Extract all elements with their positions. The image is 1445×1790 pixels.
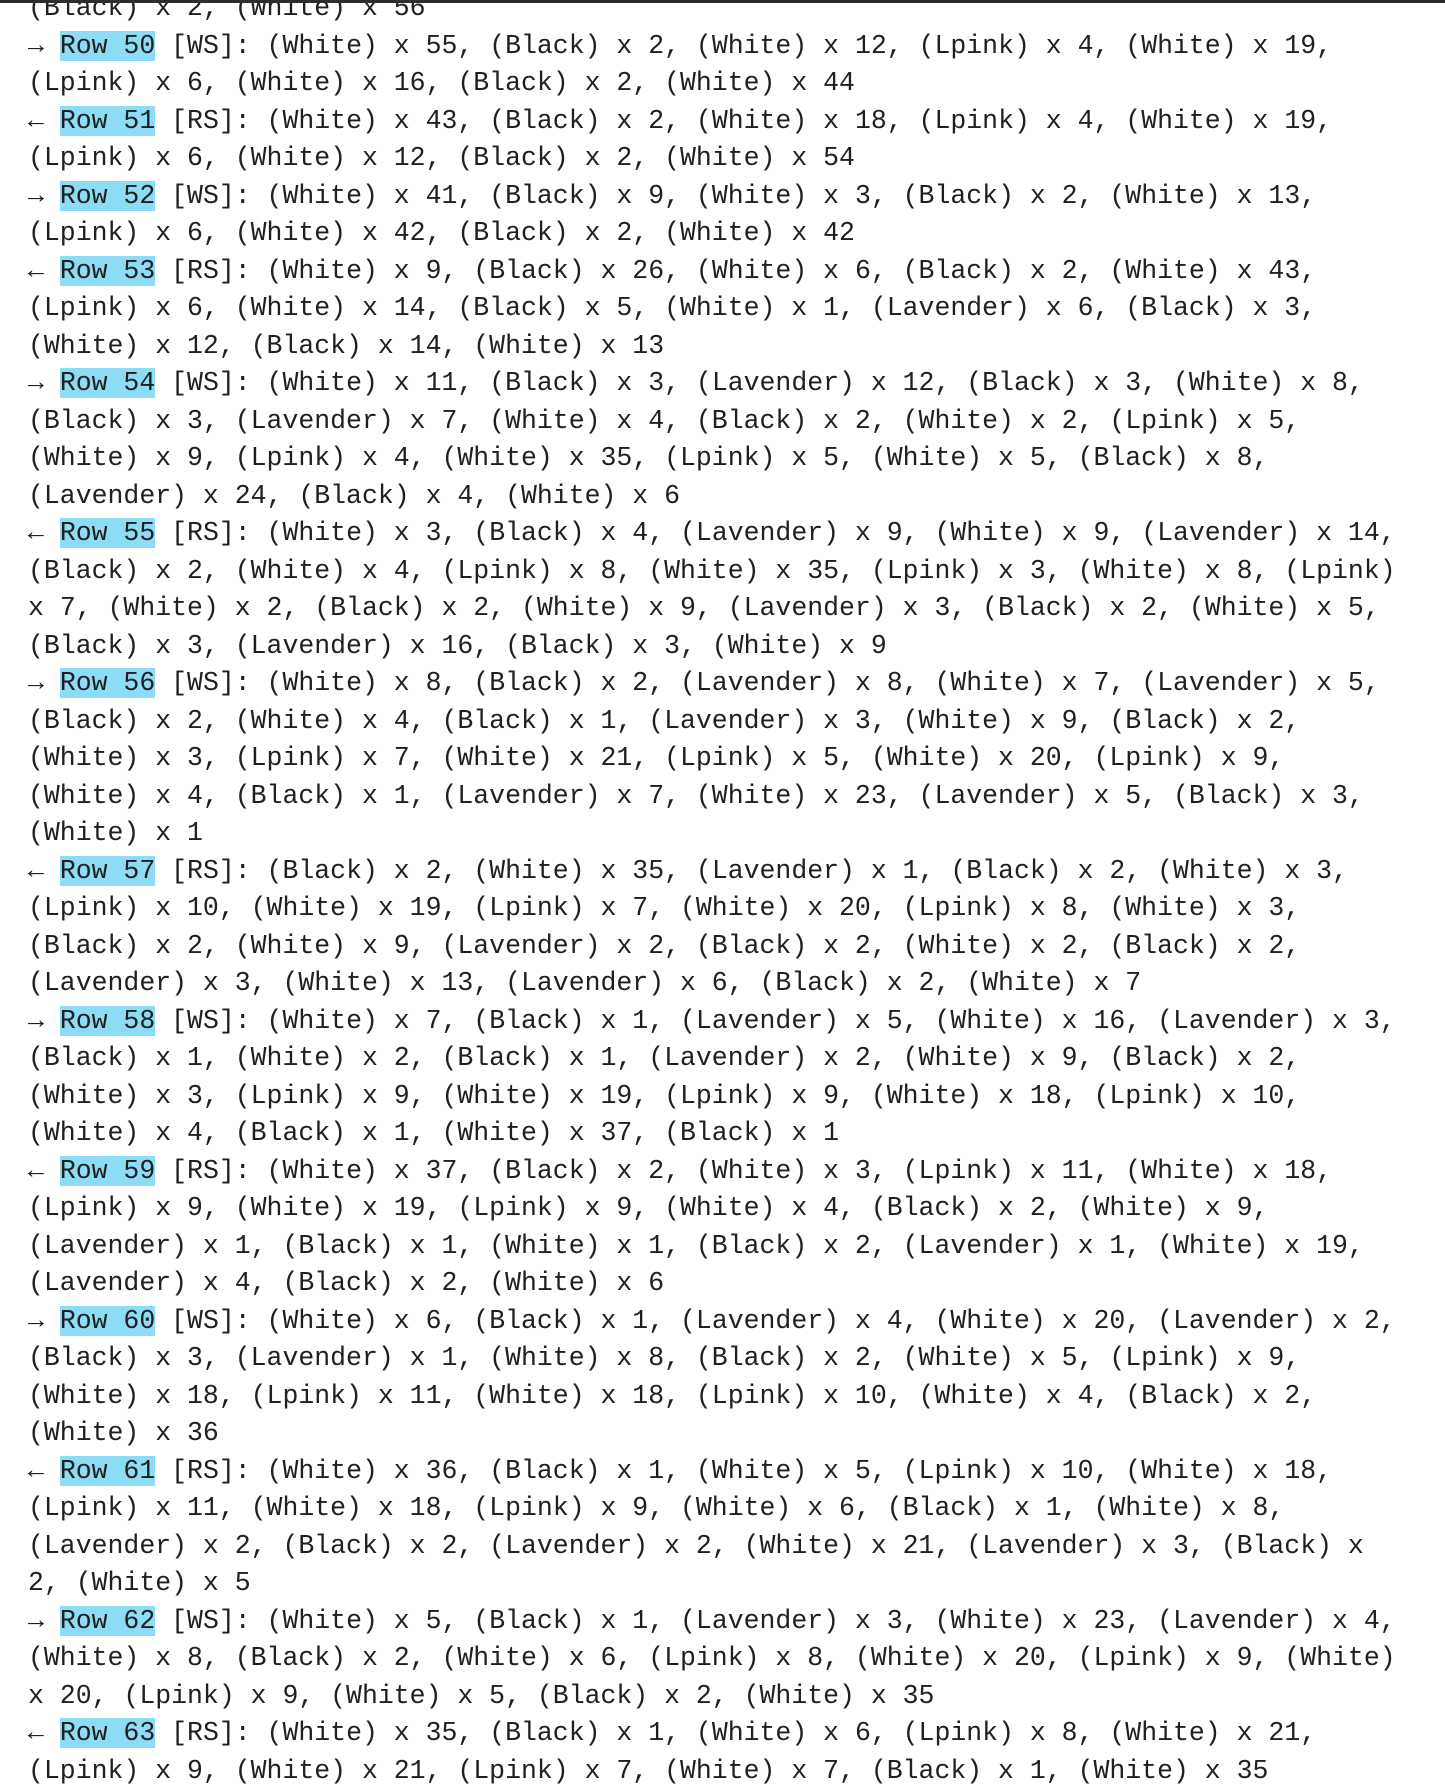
pattern-row: → Row 52 [WS]: (White) x 41, (Black) x 9… xyxy=(28,178,1404,253)
row-number-highlight: Row 56 xyxy=(60,668,155,698)
row-runs-text: [WS]: (White) x 6, (Black) x 1, (Lavende… xyxy=(28,1306,1396,1449)
row-direction-arrow: → xyxy=(28,368,60,398)
pattern-row: → Row 56 [WS]: (White) x 8, (Black) x 2,… xyxy=(28,665,1404,853)
pattern-row: → Row 50 [WS]: (White) x 55, (Black) x 2… xyxy=(28,28,1404,103)
pattern-row: ← Row 59 [RS]: (White) x 37, (Black) x 2… xyxy=(28,1153,1404,1303)
pattern-row: ← Row 53 [RS]: (White) x 9, (Black) x 26… xyxy=(28,253,1404,366)
row-number-highlight: Row 61 xyxy=(60,1456,155,1486)
row-runs-text: [RS]: (White) x 36, (Black) x 1, (White)… xyxy=(28,1456,1364,1599)
row-number-highlight: Row 51 xyxy=(60,106,155,136)
row-runs-text: [RS]: (White) x 37, (Black) x 2, (White)… xyxy=(28,1156,1364,1299)
row-direction-arrow: → xyxy=(28,1306,60,1336)
row-number-highlight: Row 53 xyxy=(60,256,155,286)
row-number-highlight: Row 54 xyxy=(60,368,155,398)
row-number-highlight: Row 52 xyxy=(60,181,155,211)
row-runs-text: [RS]: (White) x 43, (Black) x 2, (White)… xyxy=(28,106,1332,174)
row-runs-text: [WS]: (White) x 8, (Black) x 2, (Lavende… xyxy=(28,668,1380,848)
row-runs-text: [WS]: (White) x 11, (Black) x 3, (Lavend… xyxy=(28,368,1364,511)
row-direction-arrow: ← xyxy=(28,256,60,286)
row-number-highlight: Row 62 xyxy=(60,1606,155,1636)
row-runs-text: [WS]: (White) x 5, (Black) x 1, (Lavende… xyxy=(28,1606,1396,1711)
pattern-row: ← Row 63 [RS]: (White) x 35, (Black) x 1… xyxy=(28,1715,1404,1790)
row-number-highlight: Row 58 xyxy=(60,1006,155,1036)
row-direction-arrow: → xyxy=(28,31,60,61)
pattern-row: ← Row 51 [RS]: (White) x 43, (Black) x 2… xyxy=(28,103,1404,178)
row-runs-text: [WS]: (White) x 55, (Black) x 2, (White)… xyxy=(28,31,1332,99)
row-runs-text: [RS]: (White) x 3, (Black) x 4, (Lavende… xyxy=(28,518,1396,661)
row-direction-arrow: ← xyxy=(28,1456,60,1486)
top-edge-bar xyxy=(0,0,1445,3)
pattern-row: → Row 60 [WS]: (White) x 6, (Black) x 1,… xyxy=(28,1303,1404,1453)
row-runs-text: [RS]: (Black) x 2, (White) x 35, (Lavend… xyxy=(28,856,1348,999)
row-runs-text: [WS]: (White) x 7, (Black) x 1, (Lavende… xyxy=(28,1006,1396,1149)
row-direction-arrow: ← xyxy=(28,518,60,548)
row-number-highlight: Row 50 xyxy=(60,31,155,61)
pattern-rows: → Row 50 [WS]: (White) x 55, (Black) x 2… xyxy=(28,28,1404,1790)
pattern-text: (Black) x 2, (White) x 56 → Row 50 [WS]:… xyxy=(28,0,1404,1790)
row-number-highlight: Row 60 xyxy=(60,1306,155,1336)
pattern-row: → Row 62 [WS]: (White) x 5, (Black) x 1,… xyxy=(28,1603,1404,1716)
row-runs-text: [WS]: (White) x 41, (Black) x 9, (White)… xyxy=(28,181,1316,249)
partial-row-line: (Black) x 2, (White) x 56 xyxy=(28,0,1404,28)
pattern-row: ← Row 61 [RS]: (White) x 36, (Black) x 1… xyxy=(28,1453,1404,1603)
row-number-highlight: Row 55 xyxy=(60,518,155,548)
row-runs-text: [RS]: (White) x 35, (Black) x 1, (White)… xyxy=(28,1718,1316,1786)
row-number-highlight: Row 57 xyxy=(60,856,155,886)
row-direction-arrow: → xyxy=(28,181,60,211)
row-direction-arrow: → xyxy=(28,1606,60,1636)
row-direction-arrow: ← xyxy=(28,1718,60,1748)
row-direction-arrow: → xyxy=(28,668,60,698)
row-direction-arrow: ← xyxy=(28,856,60,886)
row-number-highlight: Row 63 xyxy=(60,1718,155,1748)
row-direction-arrow: → xyxy=(28,1006,60,1036)
row-direction-arrow: ← xyxy=(28,106,60,136)
pattern-row: ← Row 55 [RS]: (White) x 3, (Black) x 4,… xyxy=(28,515,1404,665)
row-number-highlight: Row 59 xyxy=(60,1156,155,1186)
pattern-row: → Row 54 [WS]: (White) x 11, (Black) x 3… xyxy=(28,365,1404,515)
pattern-row: ← Row 57 [RS]: (Black) x 2, (White) x 35… xyxy=(28,853,1404,1003)
row-runs-text: [RS]: (White) x 9, (Black) x 26, (White)… xyxy=(28,256,1316,361)
pattern-row: → Row 58 [WS]: (White) x 7, (Black) x 1,… xyxy=(28,1003,1404,1153)
row-direction-arrow: ← xyxy=(28,1156,60,1186)
